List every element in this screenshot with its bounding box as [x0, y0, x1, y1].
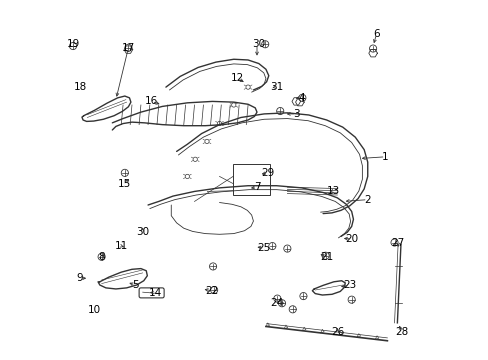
Text: 19: 19: [66, 39, 80, 49]
Text: 1: 1: [382, 152, 388, 162]
Text: 6: 6: [373, 28, 379, 39]
Text: 15: 15: [118, 179, 131, 189]
Text: 30: 30: [252, 39, 265, 49]
Text: 2: 2: [364, 195, 370, 204]
Text: 27: 27: [391, 238, 404, 248]
Text: 31: 31: [269, 82, 283, 92]
Text: 7: 7: [253, 182, 260, 192]
Text: 22: 22: [205, 286, 219, 296]
Text: 10: 10: [88, 305, 101, 315]
Text: 25: 25: [257, 243, 270, 253]
Text: 21: 21: [319, 252, 333, 262]
Text: 5: 5: [132, 280, 139, 291]
Text: 14: 14: [148, 288, 162, 297]
Text: 11: 11: [114, 241, 128, 251]
Text: 12: 12: [230, 73, 244, 83]
FancyBboxPatch shape: [139, 288, 164, 298]
Text: 29: 29: [261, 168, 274, 178]
Text: 24: 24: [269, 298, 283, 308]
Text: 26: 26: [330, 327, 343, 337]
Text: 18: 18: [73, 82, 87, 92]
Text: 28: 28: [394, 327, 407, 337]
Bar: [233, 163, 269, 195]
Text: 17: 17: [122, 43, 135, 53]
Text: 9: 9: [77, 273, 83, 283]
Text: 3: 3: [292, 109, 299, 119]
Text: 4: 4: [298, 93, 305, 103]
Text: 13: 13: [326, 186, 340, 196]
Text: 23: 23: [343, 280, 356, 291]
Text: 20: 20: [345, 234, 358, 244]
Text: 16: 16: [145, 96, 158, 107]
Text: 8: 8: [98, 252, 105, 262]
Text: 30: 30: [136, 227, 149, 237]
